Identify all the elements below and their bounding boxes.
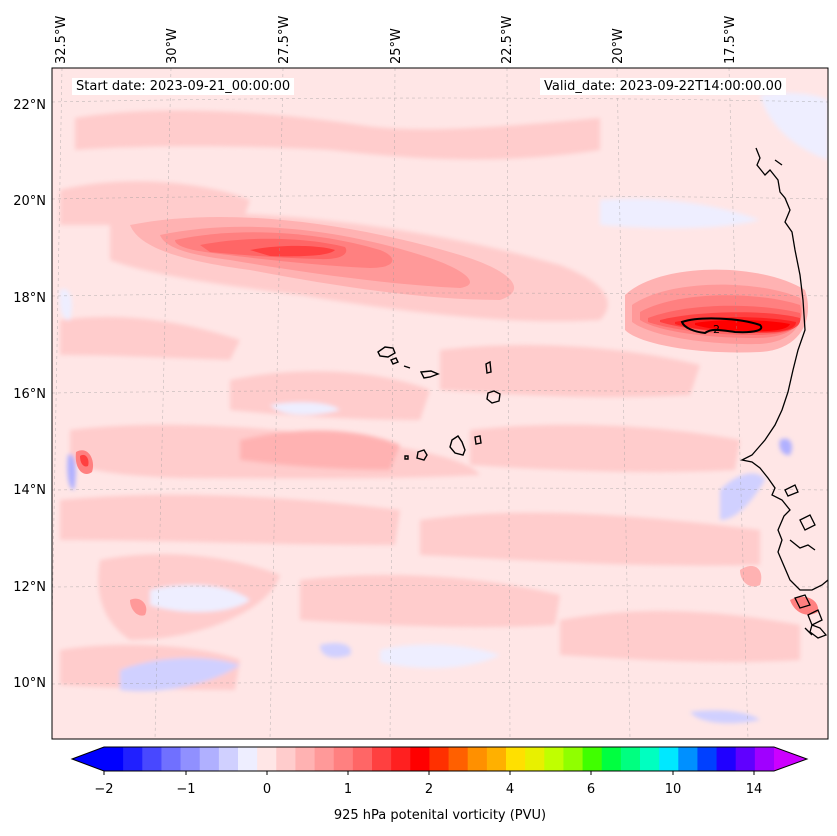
colorbar-swatch bbox=[123, 747, 143, 771]
lat-label: 14°N bbox=[13, 483, 46, 498]
colorbar-tick-label: 4 bbox=[505, 782, 515, 797]
colorbar-swatch bbox=[295, 747, 316, 771]
colorbar-swatch bbox=[754, 747, 775, 771]
colorbar-tick-label: 14 bbox=[745, 782, 763, 797]
lat-label: 16°N bbox=[13, 387, 46, 402]
colorbar-tick-label: −1 bbox=[176, 782, 196, 797]
lon-label: 22.5°W bbox=[500, 15, 515, 64]
colorbar-swatch bbox=[486, 747, 507, 771]
valid-date-label: Valid_date: 2023-09-22T14:00:00.00 bbox=[540, 78, 787, 95]
contour-label: 2 bbox=[713, 323, 720, 336]
pv-max-17n bbox=[625, 269, 808, 353]
colorbar-swatch bbox=[199, 747, 220, 771]
lon-label: 30°W bbox=[165, 28, 180, 64]
colorbar-swatch bbox=[104, 747, 124, 771]
colorbar-tick-label: 1 bbox=[343, 782, 353, 797]
lat-label: 22°N bbox=[13, 98, 46, 113]
colorbar-swatch bbox=[218, 747, 239, 771]
colorbar-swatch bbox=[429, 747, 450, 771]
colorbar-swatch bbox=[257, 747, 277, 771]
colorbar-swatch bbox=[391, 747, 411, 771]
colorbar-swatch bbox=[582, 747, 603, 771]
pv-field-low bbox=[59, 92, 828, 724]
colorbar-swatch bbox=[601, 747, 622, 771]
colorbar-tick-label: 2 bbox=[424, 782, 434, 797]
lon-label: 25°W bbox=[389, 28, 404, 64]
lat-label: 18°N bbox=[13, 291, 46, 306]
colorbar-swatch bbox=[467, 747, 488, 771]
colorbar bbox=[70, 746, 809, 775]
colorbar-tick-label: 6 bbox=[586, 782, 596, 797]
contour-line: 2 bbox=[680, 317, 763, 336]
colorbar-extend-low bbox=[72, 747, 104, 771]
colorbar-swatch bbox=[276, 747, 296, 771]
colorbar-label: 925 hPa potenital vorticity (PVU) bbox=[333, 808, 547, 823]
colorbar-swatch bbox=[640, 747, 660, 771]
colorbar-swatch bbox=[678, 747, 698, 771]
colorbar-swatch bbox=[352, 747, 373, 771]
colorbar-swatch bbox=[716, 747, 737, 771]
lon-label: 17.5°W bbox=[723, 15, 738, 64]
islands bbox=[377, 346, 501, 461]
colorbar-tick-label: −2 bbox=[94, 782, 114, 797]
lon-label: 27.5°W bbox=[277, 15, 292, 64]
colorbar-swatch bbox=[314, 747, 335, 771]
start-date-label: Start date: 2023-09-21_00:00:00 bbox=[72, 78, 295, 95]
map-frame bbox=[51, 67, 829, 740]
colorbar-swatch bbox=[563, 747, 584, 771]
colorbar-swatch bbox=[238, 747, 258, 771]
colorbar-swatch bbox=[525, 747, 545, 771]
colorbar-swatch bbox=[372, 747, 392, 771]
colorbar-swatch bbox=[142, 747, 162, 771]
coastline bbox=[740, 147, 828, 639]
colorbar-tick-label: 10 bbox=[664, 782, 682, 797]
colorbar-swatch bbox=[410, 747, 430, 771]
lat-label: 10°N bbox=[13, 676, 46, 691]
lon-label: 32.5°W bbox=[54, 15, 69, 64]
colorbar-swatch bbox=[544, 747, 564, 771]
colorbar-swatch bbox=[448, 747, 469, 771]
colorbar-extend-high bbox=[774, 747, 807, 771]
colorbar-swatch bbox=[161, 747, 182, 771]
pv-max-19n bbox=[130, 216, 515, 300]
colorbar-swatch bbox=[620, 747, 641, 771]
lat-label: 20°N bbox=[13, 194, 46, 209]
lat-label: 12°N bbox=[13, 580, 46, 595]
colorbar-swatch bbox=[180, 747, 201, 771]
lon-label: 20°W bbox=[611, 28, 626, 64]
colorbar-swatch bbox=[735, 747, 756, 771]
colorbar-swatch bbox=[506, 747, 526, 771]
colorbar-swatch bbox=[333, 747, 354, 771]
colorbar-tick-label: 0 bbox=[262, 782, 272, 797]
colorbar-swatch bbox=[697, 747, 718, 771]
colorbar-swatch bbox=[659, 747, 679, 771]
graticule bbox=[52, 68, 828, 739]
